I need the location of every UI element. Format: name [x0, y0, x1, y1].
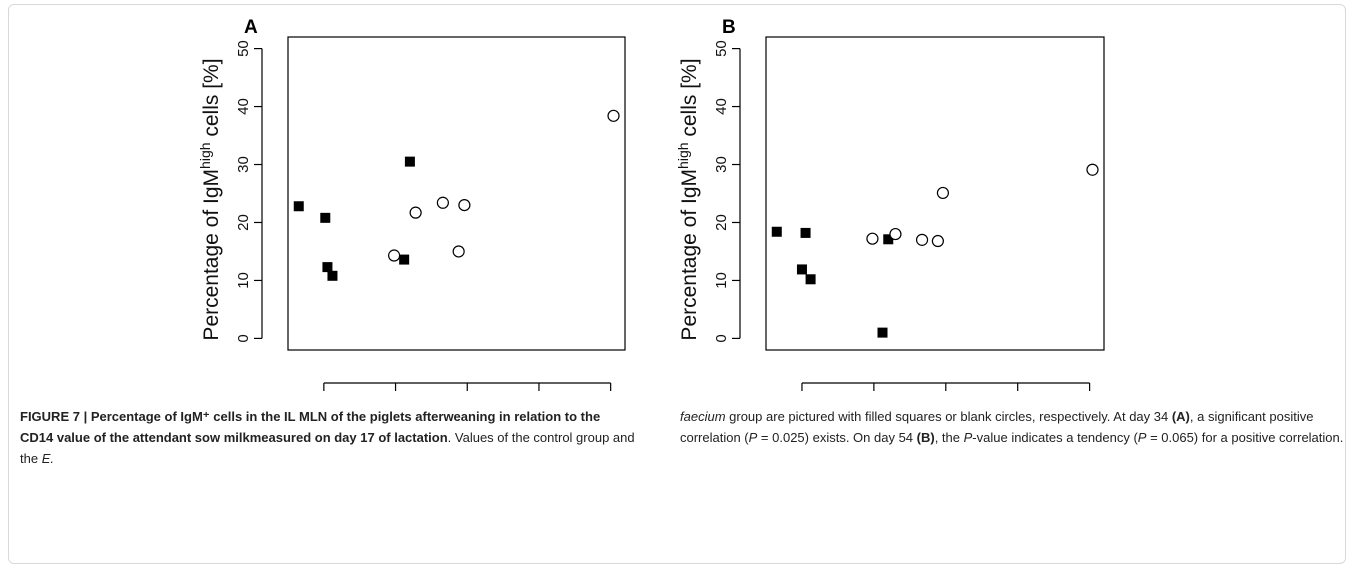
data-point-open-circle [389, 250, 400, 261]
data-point-open-circle [459, 200, 470, 211]
data-point-filled-square [806, 274, 816, 284]
caption-text: measured on day 17 of lactation [250, 430, 448, 445]
x-tick-label: 50 [602, 398, 619, 400]
y-tick-label: 10 [713, 272, 730, 289]
caption-right: faecium group are pictured with filled s… [680, 406, 1345, 448]
panel-label: B [722, 17, 736, 38]
data-point-filled-square [399, 255, 409, 265]
caption-text: faecium [680, 409, 726, 424]
data-point-open-circle [937, 187, 948, 198]
y-axis-title: Percentage of IgMhigh cells [%] [197, 58, 223, 340]
data-point-open-circle [1087, 164, 1098, 175]
data-point-filled-square [797, 264, 807, 274]
x-tick-label: 40 [531, 398, 548, 400]
caption-text: , the [935, 430, 964, 445]
x-tick-label: 20 [866, 398, 883, 400]
y-tick-label: 20 [713, 214, 730, 231]
y-tick-label: 20 [235, 214, 252, 231]
data-point-open-circle [890, 229, 901, 240]
data-point-open-circle [437, 197, 448, 208]
x-tick-label: 30 [459, 398, 476, 400]
chart-panel-a: 102030405001020304050APercentage of mCD1… [197, 17, 628, 400]
x-tick-label: 20 [387, 398, 404, 400]
caption-text: = 0.065) for a positive correlation. [1146, 430, 1343, 445]
figure-7-charts: 102030405001020304050APercentage of mCD1… [0, 0, 1354, 400]
data-point-filled-square [322, 262, 332, 272]
y-tick-label: 0 [235, 334, 252, 342]
x-tick-label: 30 [937, 398, 954, 400]
y-tick-label: 30 [235, 156, 252, 173]
x-tick-label: 10 [316, 398, 333, 400]
y-tick-label: 50 [713, 40, 730, 57]
data-point-open-circle [932, 236, 943, 247]
caption-text: (B) [917, 430, 935, 445]
data-point-open-circle [917, 234, 928, 245]
x-tick-label: 40 [1009, 398, 1026, 400]
data-point-filled-square [772, 227, 782, 237]
plot-frame [288, 37, 625, 350]
y-tick-label: 50 [235, 40, 252, 57]
caption-text: FIGURE 7 | Percentage of IgM⁺ cells in t… [20, 409, 443, 424]
caption-text: P [749, 430, 758, 445]
panel-label: A [244, 17, 258, 38]
plot-frame [766, 37, 1104, 350]
caption-left: FIGURE 7 | Percentage of IgM⁺ cells in t… [20, 406, 635, 469]
caption-text: = 0.025) exists. On day 54 [757, 430, 916, 445]
caption-text: (A) [1172, 409, 1190, 424]
y-tick-label: 0 [713, 334, 730, 342]
caption-text: E. [42, 451, 54, 466]
y-tick-label: 10 [235, 272, 252, 289]
data-point-filled-square [294, 201, 304, 211]
data-point-filled-square [878, 328, 888, 338]
caption-text: P [964, 430, 973, 445]
data-point-filled-square [801, 228, 811, 238]
data-point-filled-square [327, 271, 337, 281]
y-tick-label: 40 [713, 98, 730, 115]
y-tick-label: 30 [713, 156, 730, 173]
y-tick-label: 40 [235, 98, 252, 115]
data-point-open-circle [410, 207, 421, 218]
y-axis-title: Percentage of IgMhigh cells [%] [675, 58, 701, 340]
caption-text: -value indicates a tendency ( [972, 430, 1137, 445]
chart-panel-b: 102030405001020304050BPercentage of mCD1… [675, 17, 1107, 400]
x-tick-label: 50 [1081, 398, 1098, 400]
data-point-filled-square [405, 157, 415, 167]
data-point-open-circle [608, 110, 619, 121]
x-tick-label: 10 [794, 398, 811, 400]
data-point-open-circle [453, 246, 464, 257]
caption-text: group are pictured with filled squares o… [726, 409, 1172, 424]
data-point-open-circle [867, 233, 878, 244]
data-point-filled-square [320, 213, 330, 223]
